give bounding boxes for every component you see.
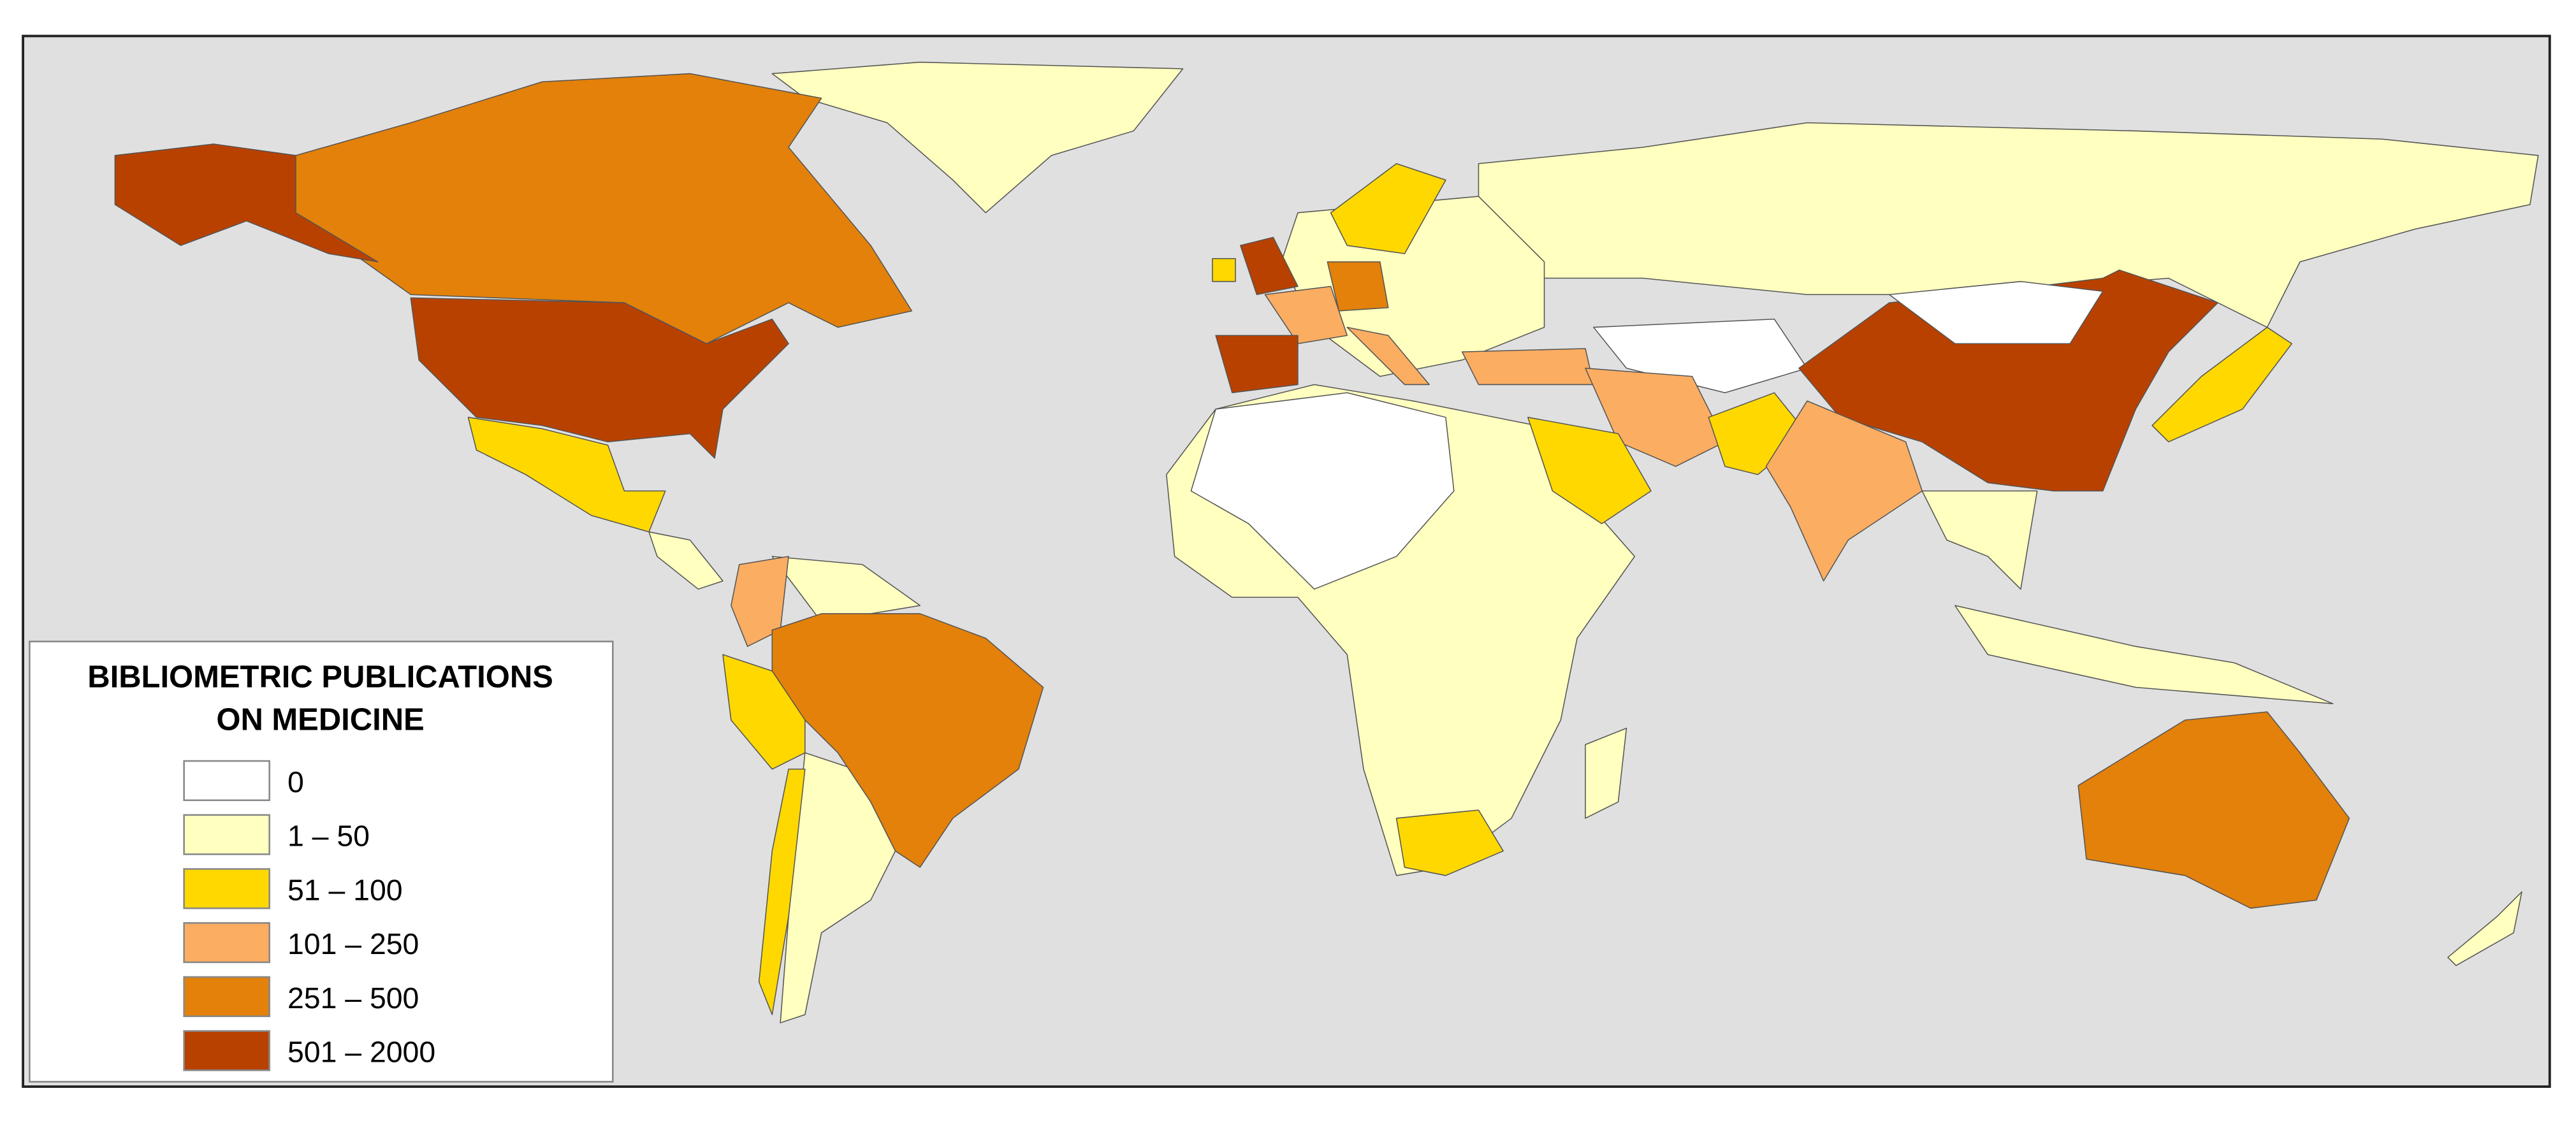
legend-label: 251 – 500 bbox=[287, 981, 419, 1015]
germany bbox=[1327, 261, 1389, 312]
mongolia bbox=[1888, 280, 2104, 345]
ireland bbox=[1212, 257, 1236, 282]
france bbox=[1264, 286, 1348, 345]
legend-box bbox=[29, 640, 614, 1083]
legend-label: 1 – 50 bbox=[287, 820, 370, 853]
chile bbox=[758, 769, 806, 1015]
greenland bbox=[771, 61, 1184, 213]
legend: BIBLIOMETRIC PUBLICATIONS ON MEDICINE 0 1… bbox=[29, 640, 614, 1083]
spain bbox=[1215, 335, 1299, 394]
legend-label: 0 bbox=[287, 765, 304, 799]
venezuela bbox=[771, 556, 921, 623]
colombia bbox=[731, 556, 789, 647]
south-africa bbox=[1395, 809, 1504, 876]
canada bbox=[295, 73, 913, 345]
central-america bbox=[648, 531, 724, 590]
new-zealand bbox=[2447, 891, 2522, 966]
legend-swatch bbox=[183, 868, 270, 909]
saudi-arabia bbox=[1527, 417, 1652, 524]
australia bbox=[2078, 711, 2350, 909]
brazil bbox=[771, 613, 1044, 868]
legend-swatch bbox=[183, 760, 270, 801]
legend-swatch bbox=[183, 1030, 270, 1071]
southeast-asia bbox=[1921, 490, 2038, 590]
turkey bbox=[1461, 348, 1594, 386]
mexico bbox=[467, 417, 666, 533]
scandinavia bbox=[1330, 163, 1446, 254]
russia bbox=[1478, 122, 2539, 328]
sahara bbox=[1190, 392, 1455, 590]
central-asia bbox=[1593, 318, 1808, 394]
countries bbox=[114, 61, 2539, 1023]
italy bbox=[1346, 326, 1430, 386]
legend-title: ON MEDICINE bbox=[216, 702, 424, 737]
madagascar bbox=[1585, 727, 1627, 819]
legend-swatch bbox=[183, 814, 270, 855]
india bbox=[1765, 400, 1923, 582]
legend-swatch bbox=[183, 976, 270, 1017]
legend-label: 101 – 250 bbox=[287, 927, 419, 960]
usa bbox=[410, 297, 789, 459]
uk bbox=[1239, 236, 1299, 295]
legend-swatch bbox=[183, 922, 270, 964]
legend-label: 51 – 100 bbox=[287, 873, 403, 906]
alaska bbox=[114, 143, 379, 263]
legend-label: 501 – 2000 bbox=[287, 1036, 435, 1069]
japan bbox=[2151, 326, 2292, 443]
indonesia bbox=[1954, 605, 2334, 704]
peru bbox=[722, 654, 806, 770]
legend-title: BIBLIOMETRIC PUBLICATIONS bbox=[87, 660, 553, 695]
